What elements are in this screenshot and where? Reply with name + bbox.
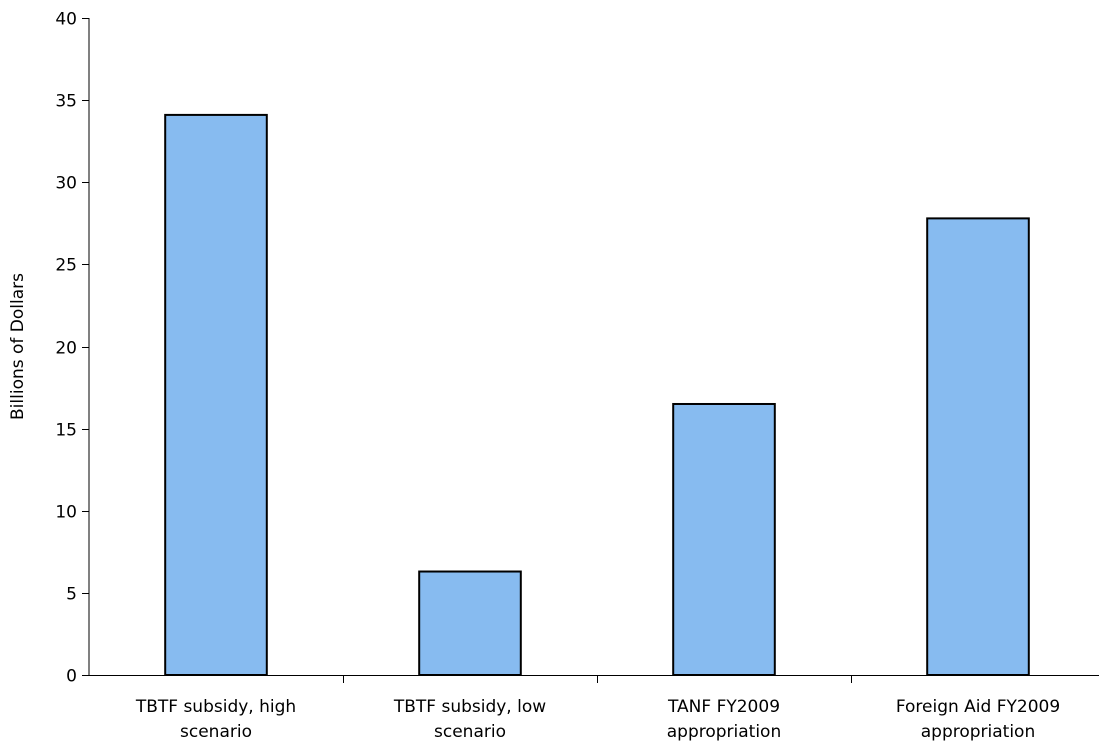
x-category-label: TANF FY2009	[667, 697, 780, 717]
bars	[164, 113, 1030, 677]
bar	[418, 570, 522, 677]
y-tick-label: 40	[55, 10, 77, 30]
x-category-label: TBTF subsidy, low	[393, 697, 546, 717]
y-axis-title: Billions of Dollars	[8, 273, 28, 420]
y-tick-label: 30	[55, 174, 77, 194]
y-tick-label: 5	[66, 585, 77, 605]
x-category-label: TBTF subsidy, high	[135, 697, 296, 717]
x-category-label: scenario	[180, 722, 252, 742]
y-tick-label: 0	[66, 667, 77, 687]
y-tick-label: 25	[55, 256, 77, 276]
y-tick-label: 35	[55, 92, 77, 112]
y-tick-label: 20	[55, 339, 77, 359]
bar	[672, 402, 776, 676]
bar	[926, 217, 1030, 676]
y-axis: 0 5 10 15 20 25 30 35 40	[55, 10, 90, 687]
y-tick-label: 15	[55, 421, 77, 441]
x-category-label: appropriation	[921, 722, 1036, 742]
x-category-label: appropriation	[667, 722, 782, 742]
x-category-label: Foreign Aid FY2009	[896, 697, 1060, 717]
bar	[164, 113, 268, 677]
x-axis: TBTF subsidy, high scenario TBTF subsidy, …	[89, 675, 1099, 742]
y-tick-label: 10	[55, 503, 77, 523]
x-category-label: scenario	[434, 722, 506, 742]
